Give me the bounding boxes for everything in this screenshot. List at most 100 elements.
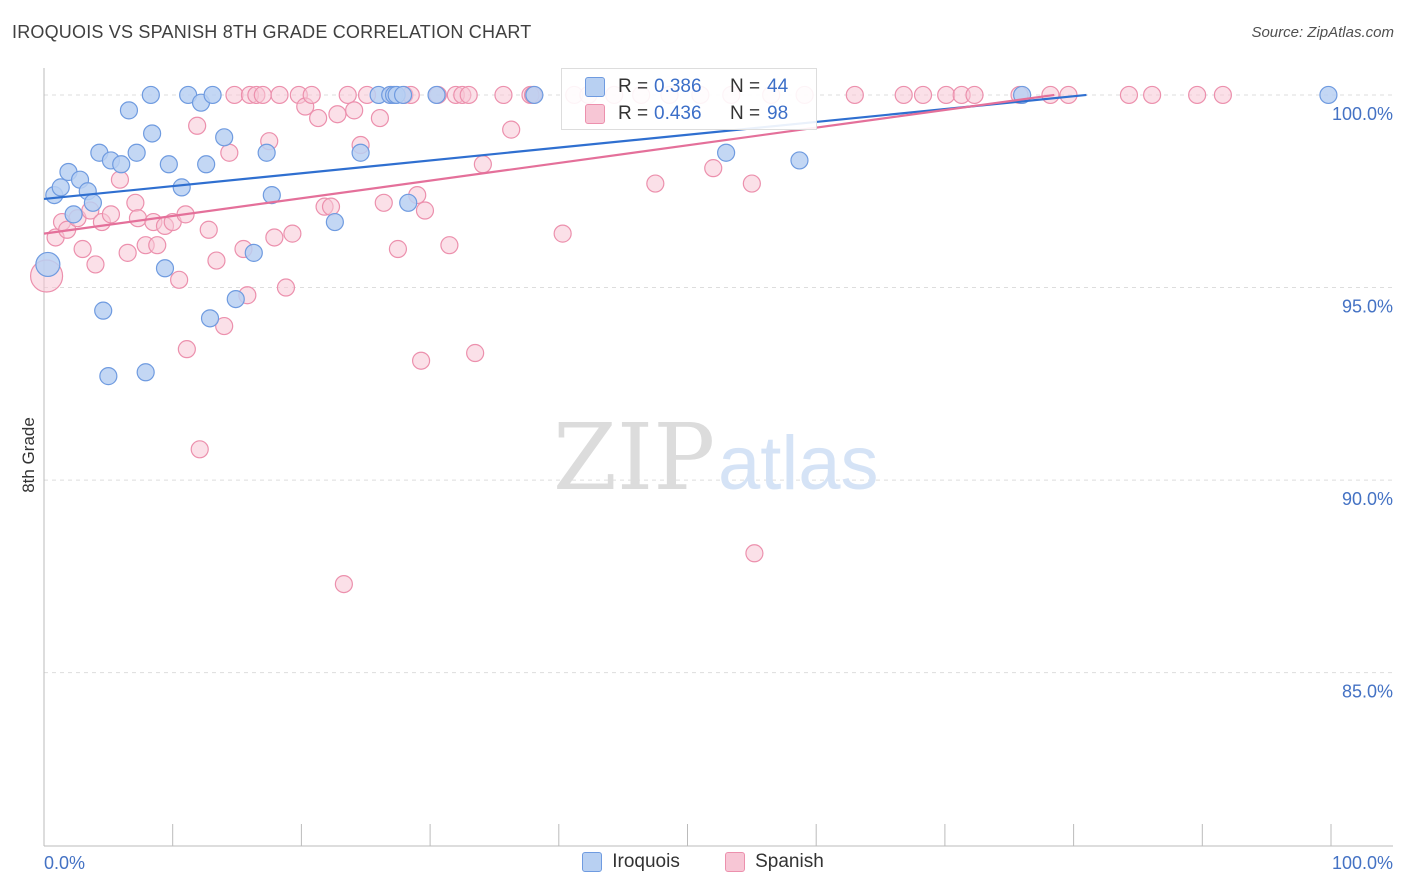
iroquois-point-34 [399,193,418,212]
spanish-point-13 [128,209,148,228]
iroquois-n-label: N = [730,76,761,97]
spanish-point-68 [502,120,521,139]
chart-title: IROQUOIS VS SPANISH 8TH GRADE CORRELATIO… [12,22,532,42]
iroquois-point-40 [1319,85,1338,105]
iroquois-swatch [585,77,605,97]
iroquois-point-27 [325,212,344,232]
legend-item-iroquois: Iroquois [582,851,680,873]
spanish-point-38 [283,224,302,243]
axes [43,68,1393,847]
spanish-point-42 [309,108,328,128]
y-tick-label-2: 90.0% [1342,489,1393,509]
spanish-point-52 [374,193,393,212]
iroquois-point-4 [64,205,83,224]
spanish-point-93 [1059,85,1078,105]
tick-labels: 100.0% 95.0% 90.0% 85.0% 0.0% 100.0% [44,104,1393,873]
spanish-point-44 [321,197,341,216]
spanish-point-24 [199,220,218,239]
iroquois-trend-line [43,93,1087,201]
spanish-point-94 [1119,85,1139,105]
iroquois-point-25 [257,143,276,162]
iroquois-point-44 [99,367,118,386]
iroquois-point-21 [203,85,222,105]
trend-lines [43,93,1087,235]
y-tick-label-1: 95.0% [1342,297,1393,317]
spanish-trend-line [43,93,1055,235]
spanish-point-96 [1143,85,1162,105]
source-label: Source: ZipAtlas.com [1251,24,1394,41]
iroquois-point-36 [525,85,544,105]
watermark: ZIP atlas [553,404,879,511]
spanish-point-54 [388,239,408,259]
spanish-point-88 [937,85,956,105]
spanish-point-46 [334,574,353,594]
iroquois-point-0 [35,251,61,278]
iroquois-point-26 [262,185,281,205]
legend: Iroquois Spanish [0,851,1406,878]
iroquois-points [35,85,1338,386]
spanish-point-79 [704,159,723,178]
spanish-point-45 [328,105,347,124]
iroquois-r-value: 0.386 [654,76,702,97]
spanish-point-61 [440,236,459,255]
iroquois-point-10 [112,155,131,174]
spanish-point-86 [894,85,913,105]
iroquois-point-35 [427,85,446,105]
spanish-point-36 [270,85,289,105]
iroquois-point-14 [143,124,162,143]
iroquois-point-42 [94,301,113,320]
legend-iroquois-swatch [582,852,603,872]
spanish-point-5 [73,239,92,259]
watermark-atlas: atlas [718,421,879,506]
spanish-point-65 [466,343,485,363]
x-tick-label-1: 100.0% [1332,853,1393,873]
spanish-point-71 [553,224,572,243]
spanish-point-58 [411,351,431,370]
spanish-point-64 [459,85,478,105]
spanish-point-95 [1188,85,1207,105]
legend-item-spanish: Spanish [725,851,824,873]
spanish-point-28 [225,85,244,105]
iroquois-point-28 [351,143,370,162]
spanish-n-value: 98 [767,103,789,124]
y-tick-label-3: 85.0% [1342,682,1393,702]
spanish-point-66 [473,155,492,174]
spanish-point-26 [215,316,234,336]
spanish-point-81 [742,174,761,193]
iroquois-r-label: R = [618,76,649,97]
spanish-point-67 [494,85,513,105]
spanish-point-21 [177,340,196,359]
spanish-point-47 [338,85,357,105]
spanish-point-37 [276,278,296,297]
spanish-point-48 [345,101,364,120]
iroquois-point-24 [244,243,263,262]
spanish-point-82 [745,544,764,563]
spanish-point-10 [110,170,130,189]
iroquois-point-17 [172,178,191,197]
iroquois-point-37 [717,143,736,162]
x-tick-label-0: 0.0% [44,853,85,873]
spanish-point-41 [302,85,321,105]
spanish-point-27 [220,143,239,162]
iroquois-point-11 [119,101,139,120]
spanish-r-label: R = [618,103,649,124]
spanish-point-35 [265,228,284,247]
iroquois-point-12 [127,143,146,162]
spanish-point-33 [253,85,272,105]
iroquois-point-7 [83,193,103,212]
iroquois-point-2 [51,178,70,197]
spanish-n-label: N = [730,103,761,124]
iroquois-point-41 [200,309,220,328]
iroquois-point-43 [136,363,155,382]
spanish-swatch [585,104,605,124]
spanish-point-97 [1213,85,1232,105]
spanish-point-87 [913,85,933,105]
spanish-point-90 [965,85,984,105]
spanish-point-12 [126,193,145,212]
spanish-point-51 [370,108,390,128]
iroquois-point-23 [226,289,245,309]
spanish-point-19 [170,270,189,289]
spanish-point-85 [845,85,864,105]
spanish-point-59 [415,201,435,220]
